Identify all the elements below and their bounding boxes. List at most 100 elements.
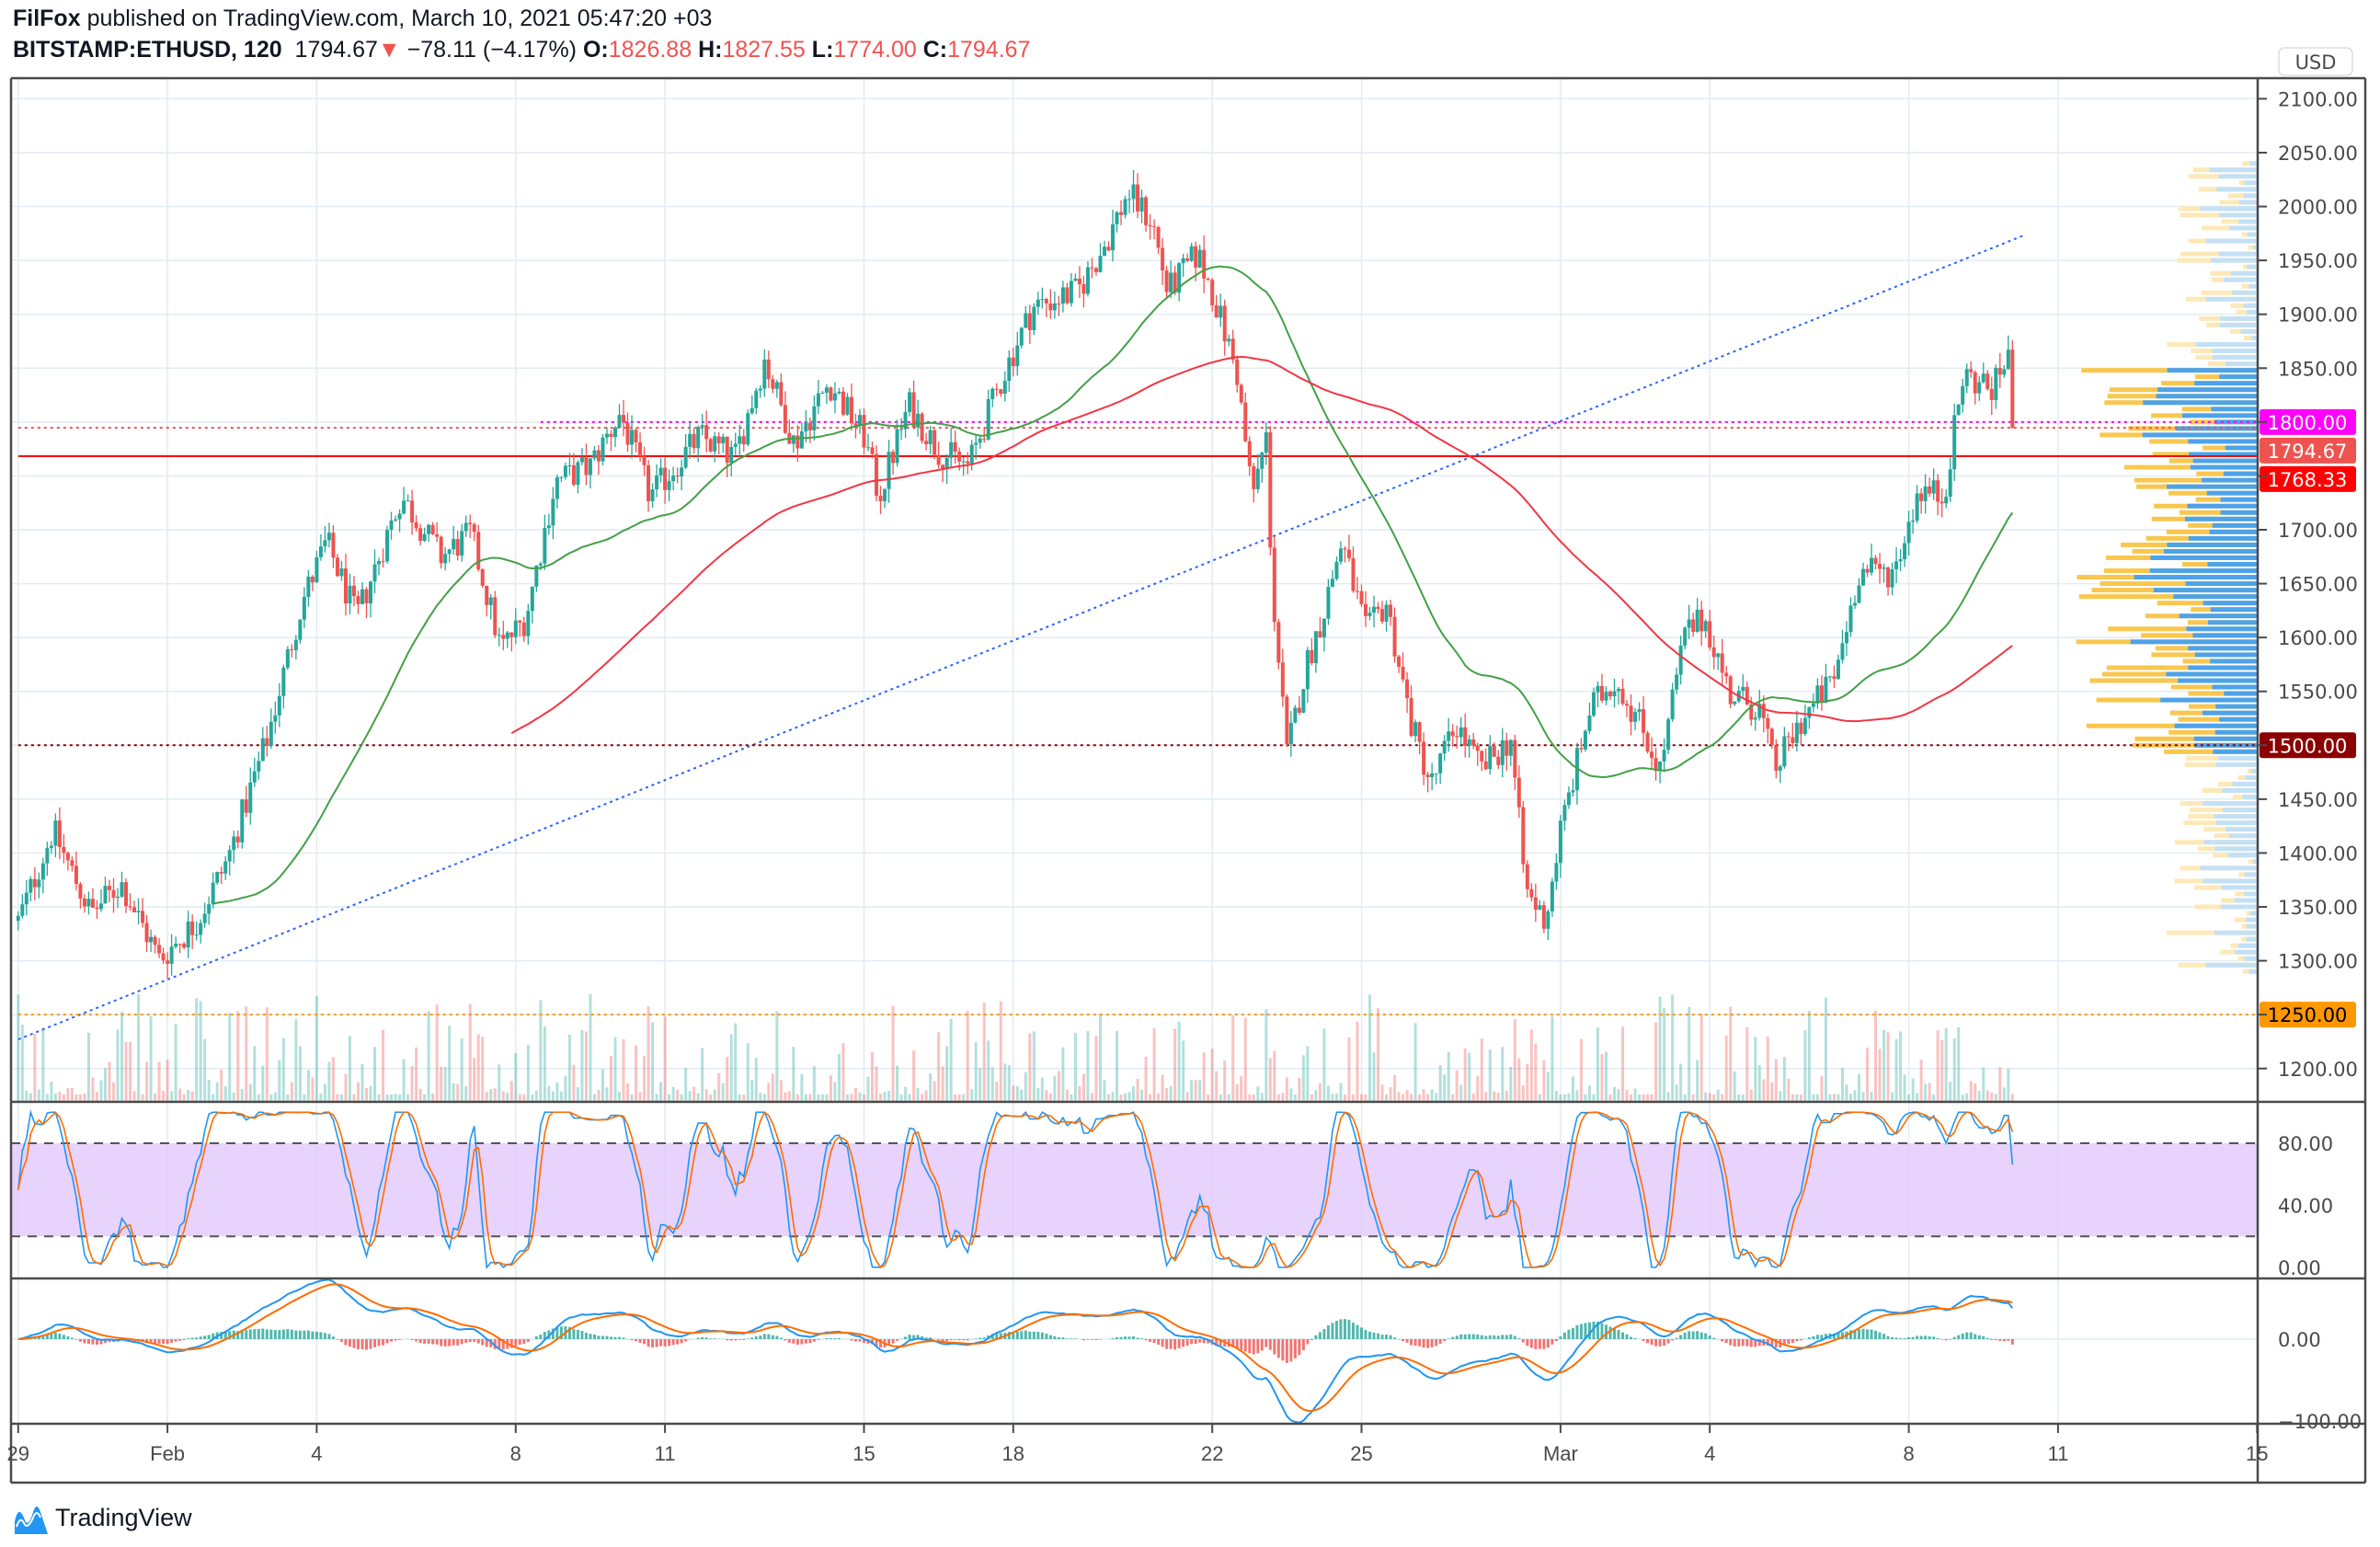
- macd-histogram-bar: [1343, 1319, 1346, 1339]
- macd-histogram-bar: [1521, 1339, 1525, 1343]
- macd-histogram-bar: [1264, 1339, 1268, 1347]
- macd-histogram-bar: [539, 1335, 543, 1339]
- macd-histogram-bar: [1476, 1334, 1480, 1339]
- candle-body: [1802, 717, 1807, 735]
- volume-profile-buy: [2210, 659, 2258, 664]
- macd-histogram-bar: [1169, 1339, 1173, 1349]
- volume-bar: [29, 1093, 32, 1102]
- volume-profile-buy: [2209, 529, 2258, 534]
- volume-profile-buy: [2220, 510, 2258, 515]
- candle-body: [128, 906, 132, 908]
- candle-body: [1430, 773, 1435, 777]
- macd-histogram-bar: [767, 1334, 771, 1339]
- author-name[interactable]: FilFox: [13, 6, 81, 31]
- candle-body: [452, 539, 456, 550]
- candle-body: [323, 540, 327, 547]
- time-tick-label: Mar: [1543, 1442, 1578, 1465]
- volume-bar: [1861, 1092, 1865, 1102]
- candle-body: [663, 467, 668, 490]
- volume-bar: [1787, 1078, 1791, 1102]
- candle-body: [1500, 740, 1505, 765]
- volume-bar: [1716, 1089, 1720, 1102]
- candle-body: [1906, 521, 1911, 544]
- volume-profile-buy: [2134, 575, 2258, 580]
- volume-profile-buy: [2209, 167, 2258, 173]
- volume-bar: [668, 1094, 671, 1102]
- volume-bar: [166, 1060, 169, 1102]
- volume-profile-buy: [2188, 665, 2258, 670]
- horizontal-levels: [17, 235, 2258, 1041]
- volume-bar: [701, 1048, 704, 1102]
- candle-body: [1219, 305, 1223, 318]
- macd-histogram-bar: [493, 1339, 497, 1349]
- macd-histogram-bar: [1306, 1339, 1310, 1345]
- macd-histogram-bar: [423, 1339, 427, 1344]
- candle-body: [82, 898, 86, 907]
- volume-profile-buy: [2167, 542, 2258, 547]
- volume-bar: [1152, 1028, 1156, 1102]
- macd-histogram-bar: [1505, 1335, 1508, 1339]
- candle-body: [969, 444, 974, 464]
- candle-body: [430, 524, 435, 534]
- volume-bar: [476, 1034, 480, 1102]
- candle-body: [658, 467, 663, 476]
- candle-body: [277, 695, 281, 716]
- tradingview-logo[interactable]: TradingView: [13, 1499, 192, 1536]
- volume-profile-buy: [2244, 891, 2258, 897]
- volume-bar: [1952, 1037, 1956, 1102]
- volume-bar: [1928, 1083, 1931, 1102]
- axes[interactable]: 1800.001794.671768.331500.001250.001200.…: [7, 88, 2363, 1465]
- volume-bar: [356, 1082, 360, 1102]
- macd-histogram-bar: [974, 1338, 978, 1339]
- macd-histogram-bar: [1584, 1323, 1587, 1339]
- candle-body: [1131, 184, 1136, 200]
- volume-profile-buy: [2221, 885, 2258, 890]
- volume-bar: [1215, 1071, 1219, 1102]
- macd-histogram-bar: [53, 1332, 57, 1339]
- volume-bar: [1480, 1038, 1483, 1102]
- macd-histogram-bar: [1741, 1339, 1745, 1346]
- candle-body: [153, 936, 157, 945]
- macd-histogram-bar: [514, 1339, 518, 1346]
- macd-histogram-bar: [298, 1330, 302, 1339]
- candle-body: [1939, 501, 1944, 504]
- volume-bar: [145, 1061, 149, 1102]
- macd-histogram-bar: [154, 1339, 157, 1344]
- macd-histogram-bar: [1418, 1339, 1422, 1346]
- macd-histogram-bar: [278, 1330, 281, 1339]
- volume-bar: [1858, 1073, 1860, 1102]
- candle-body: [1964, 369, 1969, 386]
- candle-body: [1840, 643, 1845, 660]
- macd-histogram-bar: [982, 1337, 986, 1339]
- candle-body: [982, 438, 987, 440]
- macd-histogram-bar: [929, 1337, 933, 1339]
- candle-body: [1475, 745, 1480, 751]
- candle-body: [331, 533, 336, 558]
- candle-body: [273, 715, 278, 722]
- volume-bar: [1733, 1071, 1736, 1102]
- macd-histogram-bar: [829, 1338, 832, 1339]
- candle-body: [646, 464, 651, 502]
- candle-body: [406, 500, 410, 502]
- volume-bar: [567, 1035, 571, 1102]
- volume-bar: [95, 1092, 98, 1102]
- volume-bar: [630, 1094, 634, 1102]
- volume-profile: [2076, 161, 2258, 974]
- volume-bar: [1169, 1085, 1173, 1102]
- candle-body: [832, 393, 837, 401]
- candle-body: [1405, 679, 1410, 698]
- macd-histogram-bar: [1654, 1339, 1658, 1346]
- macd-histogram-bar: [875, 1339, 878, 1346]
- volume-profile-buy: [2212, 684, 2258, 690]
- candle-body: [1923, 486, 1928, 501]
- price-tick-label: 1650.00: [2278, 574, 2358, 596]
- candle-body: [1367, 612, 1372, 616]
- candle-body: [174, 944, 178, 947]
- currency-badge[interactable]: USD: [2278, 47, 2353, 76]
- macd-histogram-bar: [1198, 1339, 1202, 1343]
- candle-body: [1861, 568, 1866, 586]
- volume-bar: [111, 1082, 115, 1102]
- macd-histogram-bar: [103, 1339, 107, 1344]
- stoch-tick-label: 80.00: [2278, 1133, 2333, 1155]
